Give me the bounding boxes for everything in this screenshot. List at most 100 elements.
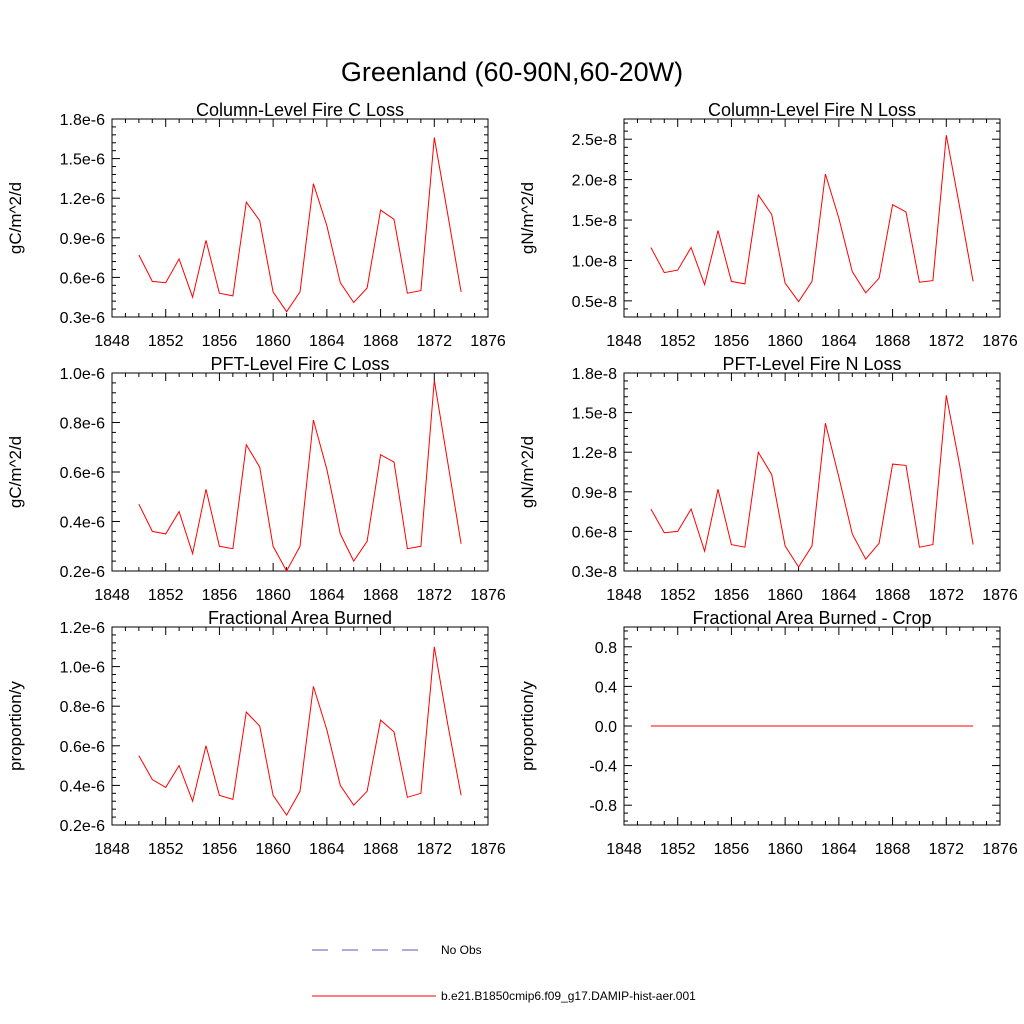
series-line: [138, 646, 462, 817]
y-tick-label: 1.0e-8: [572, 253, 617, 270]
x-tick-label: 1868: [875, 333, 911, 350]
x-tick-label: 1848: [94, 587, 130, 604]
y-axis-label: gC/m^2/d: [6, 182, 25, 254]
y-tick-label: 1.0e-6: [60, 366, 105, 383]
y-tick-label: 0.4e-6: [60, 778, 105, 795]
panel-5: Fractional Area Burned proportion/y 1848 18…: [6, 608, 506, 858]
y-axis-label: proportion/y: [518, 681, 537, 771]
y-tick-label: 0.6e-6: [60, 270, 105, 287]
y-tick-label: 0.8e-6: [60, 699, 105, 716]
x-tick-label: 1864: [309, 333, 345, 350]
panel-title: PFT-Level Fire N Loss: [722, 354, 901, 374]
panel-2: Column-Level Fire N Loss gN/m^2/d 1848 1852…: [518, 100, 1018, 350]
y-tick-label: 0.5e-8: [572, 294, 617, 311]
panel-title: Fractional Area Burned: [208, 608, 392, 628]
y-tick-label: 1.0e-6: [60, 660, 105, 677]
x-tick-label: 1868: [363, 841, 399, 858]
y-tick-label: 1.2e-6: [60, 620, 105, 637]
x-tick-label: 1868: [363, 333, 399, 350]
y-tick-label: 1.5e-8: [572, 213, 617, 230]
y-tick-label: 0.8: [595, 640, 617, 657]
panel-3: PFT-Level Fire C Loss gC/m^2/d 1848 1852 185…: [6, 354, 506, 604]
series-line: [650, 395, 974, 568]
x-tick-label: 1872: [928, 587, 964, 604]
x-tick-label: 1856: [714, 587, 750, 604]
y-tick-label: 0.4e-6: [60, 515, 105, 532]
x-tick-label: 1876: [470, 587, 506, 604]
y-tick-label: 0.6e-6: [60, 739, 105, 756]
y-axis-label: gC/m^2/d: [6, 436, 25, 508]
legend-no-obs-label: No Obs: [441, 943, 482, 957]
y-tick-label: 1.5e-8: [572, 406, 617, 423]
x-tick-label: 1876: [982, 333, 1018, 350]
x-tick-label: 1848: [94, 333, 130, 350]
x-tick-label: 1860: [767, 587, 803, 604]
legend-model-label: b.e21.B1850cmip6.f09_g17.DAMIP-hist-aer.…: [441, 989, 696, 1003]
panel-1: Column-Level Fire C Loss gC/m^2/d 1848 1852…: [6, 100, 506, 350]
x-tick-label: 1872: [928, 333, 964, 350]
x-tick-label: 1856: [202, 333, 238, 350]
x-tick-label: 1876: [982, 587, 1018, 604]
y-tick-label: -0.4: [589, 759, 617, 776]
series-line: [138, 380, 462, 573]
x-tick-label: 1852: [660, 587, 696, 604]
x-tick-label: 1856: [202, 841, 238, 858]
y-tick-label: 0.8e-6: [60, 416, 105, 433]
panel-4: PFT-Level Fire N Loss gN/m^2/d 1848 1852 185…: [518, 354, 1018, 604]
x-tick-label: 1860: [255, 841, 291, 858]
x-tick-label: 1864: [821, 841, 857, 858]
y-tick-label: 1.2e-8: [572, 445, 617, 462]
x-tick-label: 1872: [928, 841, 964, 858]
x-tick-label: 1864: [309, 841, 345, 858]
y-axis-label: gN/m^2/d: [518, 182, 537, 254]
plot-frame: [111, 118, 489, 318]
y-tick-label: 0.3e-8: [572, 564, 617, 581]
x-tick-label: 1864: [821, 333, 857, 350]
y-tick-label: 1.8e-8: [572, 366, 617, 383]
x-tick-label: 1860: [255, 333, 291, 350]
plot-frame: [111, 626, 489, 826]
x-tick-label: 1860: [767, 333, 803, 350]
y-axis-label: gN/m^2/d: [518, 436, 537, 508]
y-tick-label: 0.2e-6: [60, 818, 105, 835]
x-tick-label: 1860: [767, 841, 803, 858]
panel-title: PFT-Level Fire C Loss: [210, 354, 389, 374]
y-tick-label: 1.2e-6: [60, 191, 105, 208]
x-tick-label: 1852: [660, 333, 696, 350]
legend: No Obs b.e21.B1850cmip6.f09_g17.DAMIP-hi…: [312, 943, 696, 1003]
y-tick-label: 0.4: [595, 679, 617, 696]
x-tick-label: 1852: [148, 587, 184, 604]
x-tick-label: 1864: [309, 587, 345, 604]
y-tick-label: 2.0e-8: [572, 173, 617, 190]
x-tick-label: 1872: [416, 587, 452, 604]
panels: Column-Level Fire C Loss gC/m^2/d 1848 1852…: [6, 100, 1018, 858]
y-tick-label: 0.9e-6: [60, 231, 105, 248]
x-tick-label: 1872: [416, 333, 452, 350]
figure-title: Greenland (60-90N,60-20W): [341, 57, 683, 87]
x-tick-label: 1848: [94, 841, 130, 858]
y-tick-label: 0.9e-8: [572, 485, 617, 502]
y-axis-label: proportion/y: [6, 681, 25, 771]
x-tick-label: 1848: [606, 841, 642, 858]
panel-title: Column-Level Fire N Loss: [708, 100, 916, 120]
x-tick-label: 1856: [714, 841, 750, 858]
x-tick-label: 1868: [875, 841, 911, 858]
y-tick-label: 0.6e-8: [572, 524, 617, 541]
panel-title: Column-Level Fire C Loss: [196, 100, 404, 120]
x-tick-label: 1856: [202, 587, 238, 604]
plot-frame: [111, 372, 489, 572]
y-tick-label: 0.2e-6: [60, 564, 105, 581]
series-line: [650, 135, 974, 303]
y-tick-label: 0.6e-6: [60, 465, 105, 482]
x-tick-label: 1864: [821, 587, 857, 604]
x-tick-label: 1868: [363, 587, 399, 604]
x-tick-label: 1852: [660, 841, 696, 858]
x-tick-label: 1868: [875, 587, 911, 604]
x-tick-label: 1876: [470, 333, 506, 350]
panel-6: Fractional Area Burned - Crop proportion/…: [518, 608, 1018, 858]
plot-frame: [623, 118, 1001, 318]
y-tick-label: -0.8: [589, 798, 617, 815]
x-tick-label: 1852: [148, 333, 184, 350]
y-tick-label: 2.5e-8: [572, 132, 617, 149]
